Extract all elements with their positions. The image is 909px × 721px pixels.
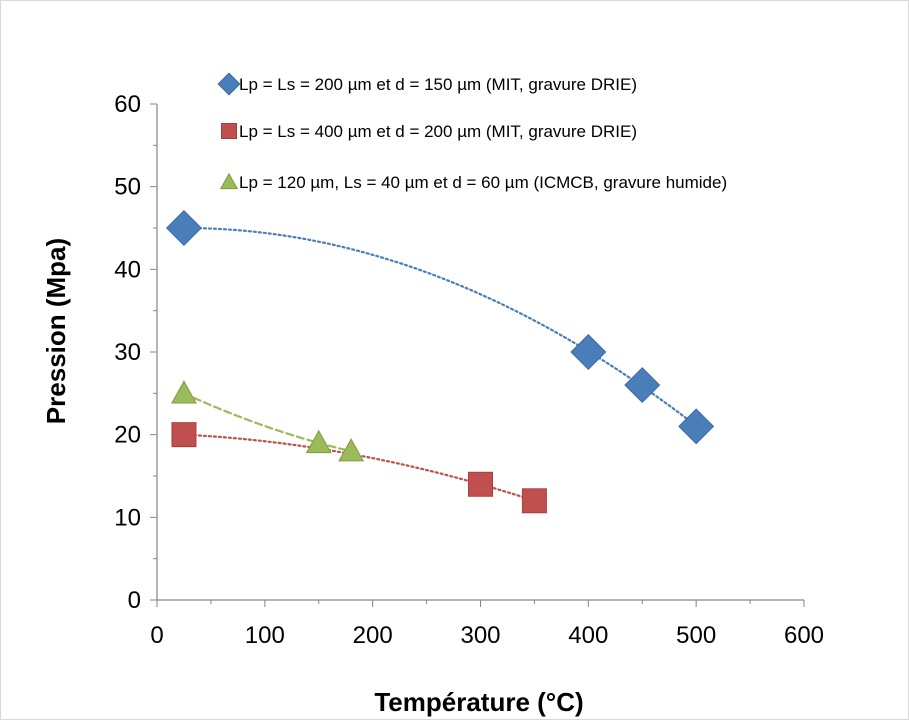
data-point-series-2 — [521, 488, 547, 514]
trendlines — [182, 226, 698, 502]
y-tick-label: 40 — [114, 256, 141, 283]
y-tick-label: 30 — [114, 339, 141, 366]
data-point-series-1 — [570, 334, 607, 370]
data-point-series-1 — [165, 210, 202, 246]
x-axis-title: Température (°C) — [374, 687, 583, 717]
data-point-series-1 — [624, 367, 661, 404]
x-tick-label: 0 — [150, 622, 163, 649]
y-tick-label: 60 — [114, 91, 141, 118]
trendline-series-1 — [182, 226, 698, 427]
trendline-series-3 — [182, 392, 353, 453]
data-point-series-2 — [171, 422, 197, 448]
y-tick-label: 10 — [114, 504, 141, 531]
legend-label-series-1: Lp = Ls = 200 µm et d = 150 µm (MIT, gra… — [239, 75, 637, 94]
legend-marker-series-3 — [219, 172, 239, 190]
data-point-series-3 — [305, 429, 332, 454]
data-point-series-1 — [678, 408, 715, 445]
legend-label-series-3: Lp = 120 µm, Ls = 40 µm et d = 60 µm (IC… — [239, 173, 727, 192]
x-tick-label: 400 — [568, 622, 608, 649]
x-tick-label: 100 — [245, 622, 285, 649]
legend-marker-series-2 — [221, 123, 237, 139]
y-tick-label: 0 — [128, 587, 141, 614]
y-tick-label: 50 — [114, 174, 141, 201]
x-tick-label: 200 — [353, 622, 393, 649]
x-tick-label: 600 — [784, 622, 824, 649]
data-point-series-3 — [338, 438, 365, 462]
legend: Lp = Ls = 200 µm et d = 150 µm (MIT, gra… — [217, 72, 727, 192]
legend-label-series-2: Lp = Ls = 400 µm et d = 200 µm (MIT, gra… — [239, 122, 637, 141]
data-points — [165, 210, 715, 514]
data-point-series-3 — [171, 380, 197, 404]
data-point-series-2 — [468, 471, 493, 497]
x-tick-label: 500 — [676, 622, 716, 649]
y-axis-title: Pression (Mpa) — [41, 238, 71, 424]
y-tick-label: 20 — [114, 422, 141, 449]
legend-marker-series-1 — [217, 72, 241, 96]
x-tick-label: 300 — [460, 622, 500, 649]
